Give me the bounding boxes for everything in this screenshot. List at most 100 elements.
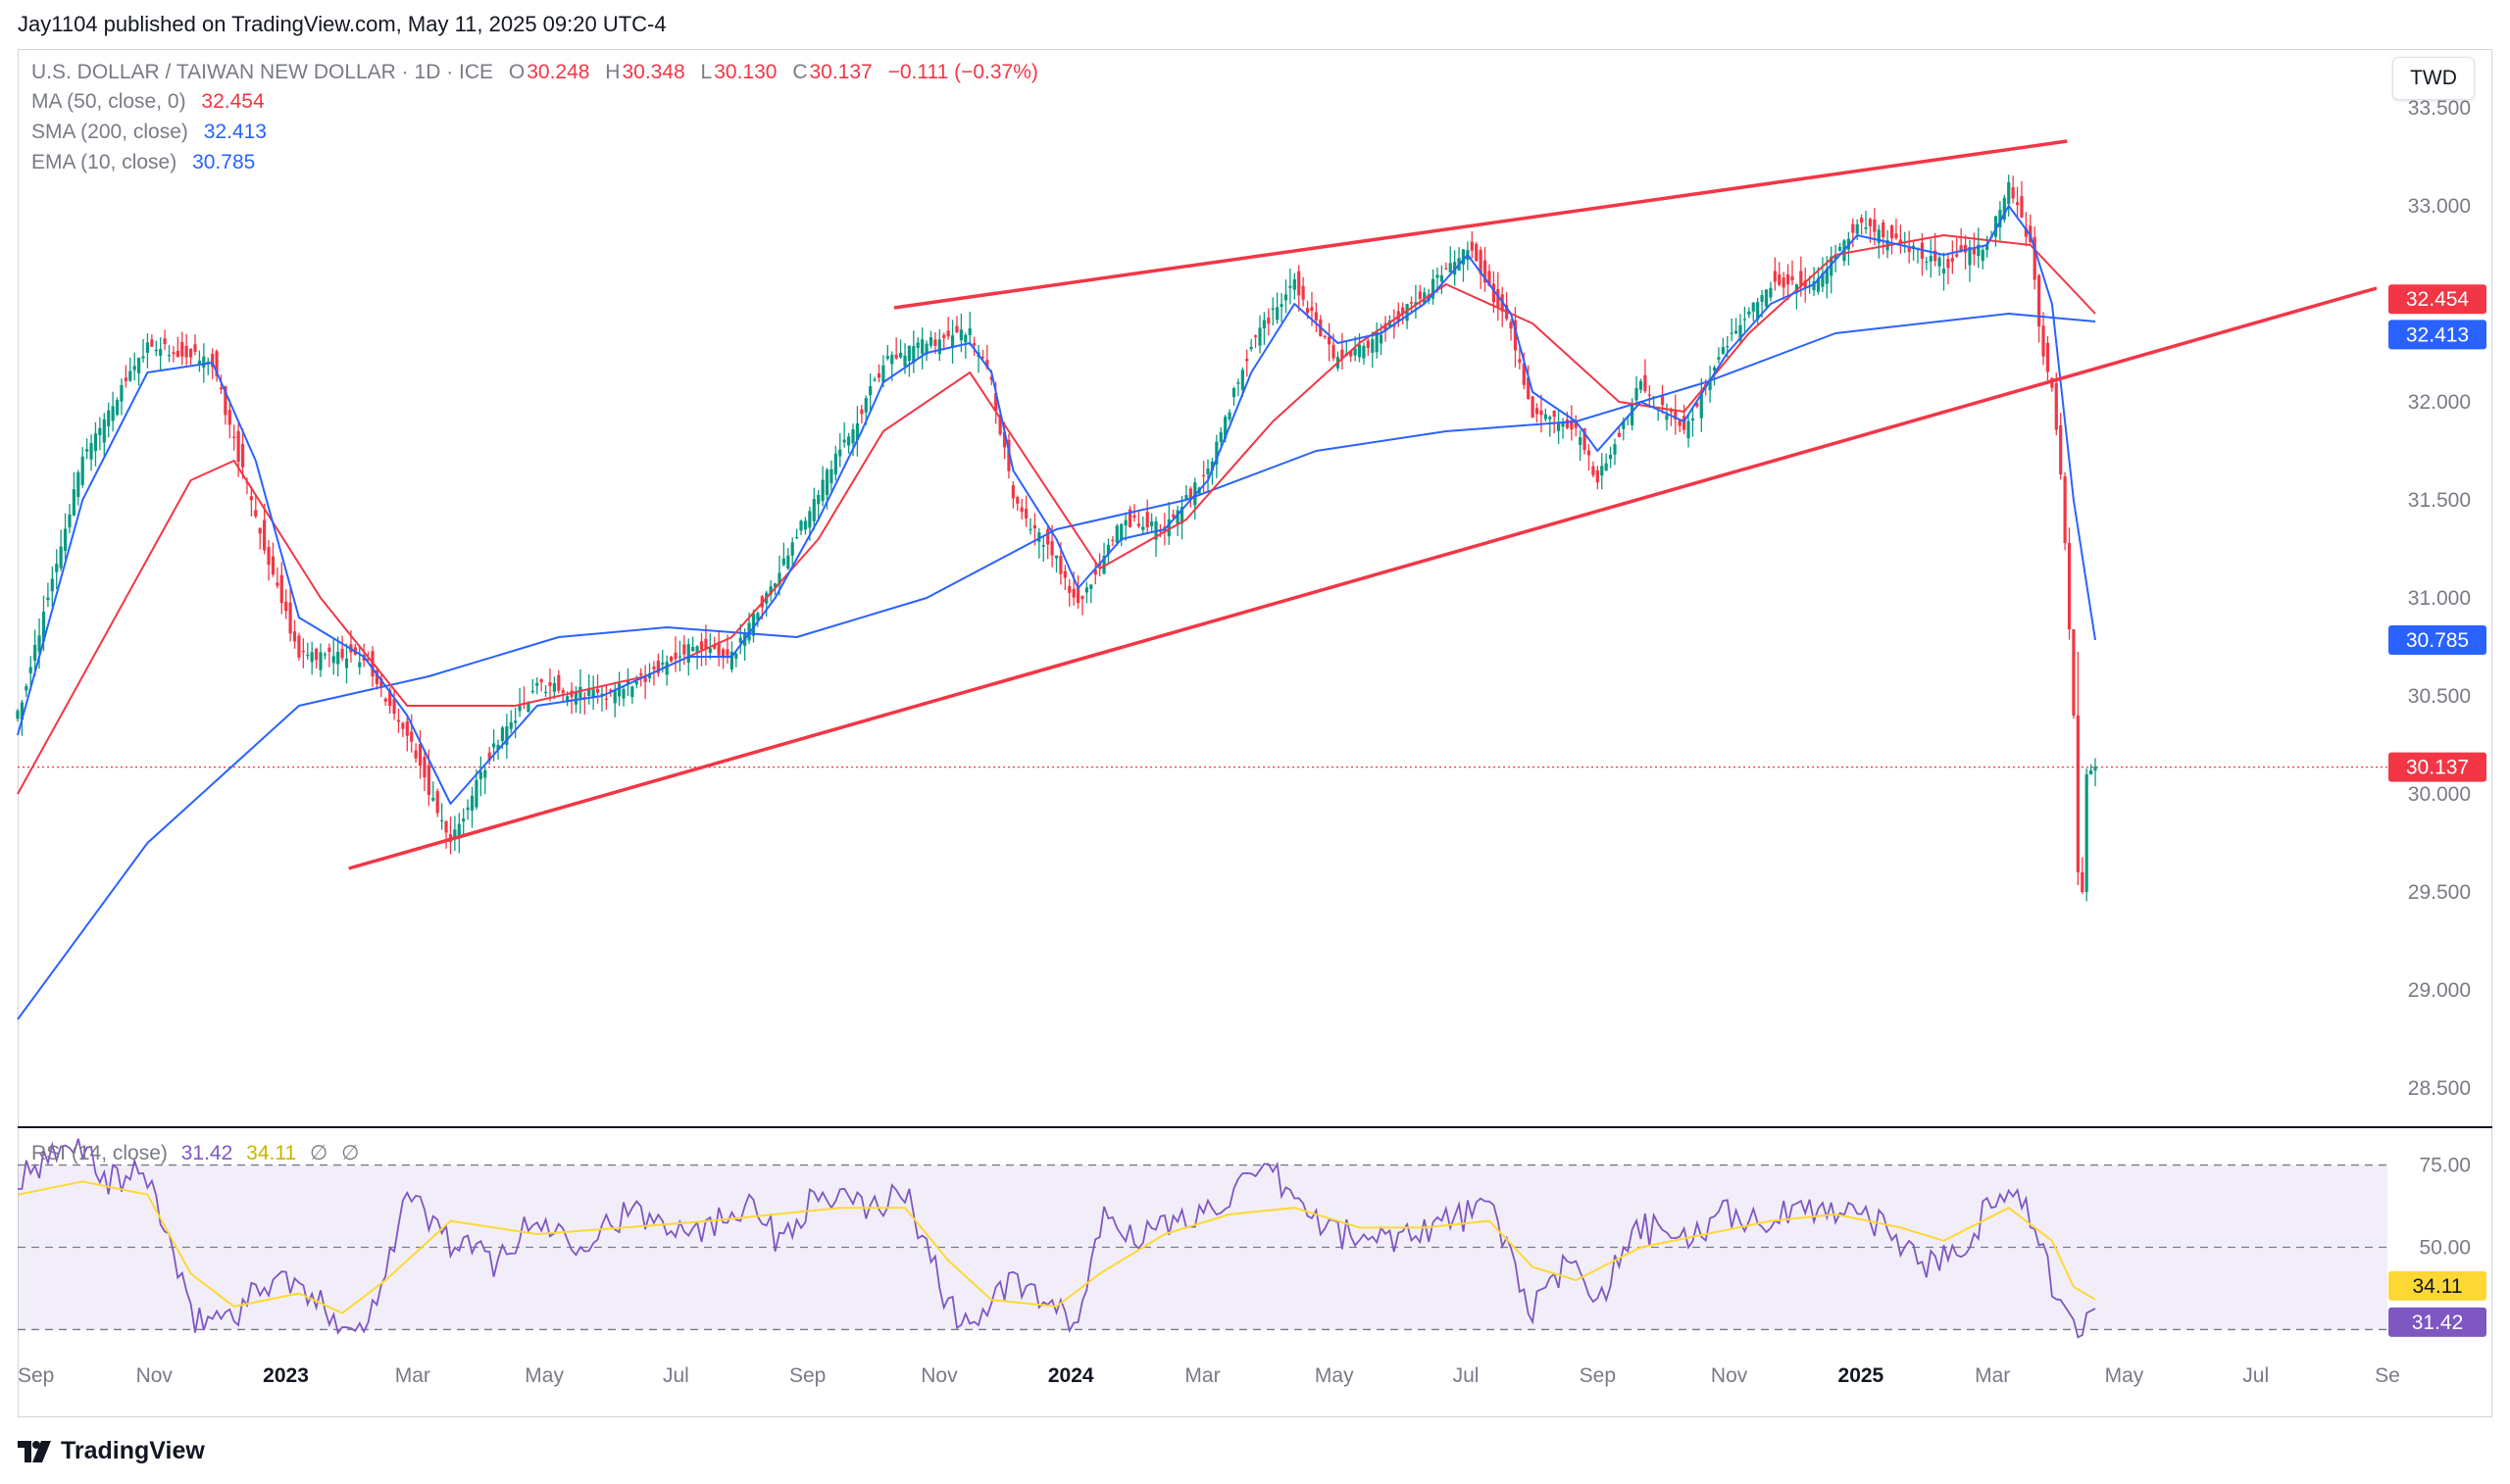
candle-body — [1215, 441, 1219, 465]
rsi-label-0: 34.11 — [2388, 1270, 2486, 1301]
candle-body — [574, 692, 578, 705]
candle — [842, 421, 846, 448]
candle-body — [72, 489, 75, 516]
candle-body — [1937, 257, 1941, 267]
candle — [1509, 319, 1513, 341]
candle-body — [968, 327, 972, 336]
candle — [977, 345, 980, 373]
rsi-label-bg — [2388, 1307, 2486, 1337]
candle-body — [1366, 340, 1370, 348]
candle-body — [773, 583, 778, 588]
candle-body — [833, 453, 837, 474]
candle — [1025, 495, 1029, 527]
candle-body — [552, 683, 557, 692]
candle — [306, 642, 310, 661]
candle — [2054, 372, 2058, 436]
candle-body — [1837, 246, 1842, 251]
candle-body — [1496, 288, 1500, 308]
candle-body — [1482, 260, 1487, 283]
ema10-value: 30.785 — [192, 151, 256, 173]
currency-button[interactable]: TWD — [2392, 57, 2475, 100]
candle — [1089, 584, 1093, 604]
candle-body — [33, 644, 37, 661]
candle-body — [1068, 585, 1072, 593]
candle — [1253, 334, 1258, 349]
candle — [829, 460, 833, 492]
price-tick-10: 33.500 — [2408, 97, 2471, 120]
candle — [414, 743, 418, 764]
candle — [410, 714, 414, 753]
candle — [1665, 403, 1669, 431]
candle-body — [28, 667, 32, 673]
candle — [1574, 415, 1578, 437]
candle — [786, 548, 790, 570]
tradingview-logo[interactable]: TradingView — [18, 1437, 205, 1465]
candle-body — [686, 644, 690, 664]
candle-body — [1830, 256, 1833, 276]
ema10-legend[interactable]: EMA (10, close) 30.785 — [31, 151, 265, 174]
candle-body — [1721, 347, 1725, 355]
candle — [2093, 758, 2097, 787]
candle-body — [618, 683, 622, 697]
candle-body — [1860, 218, 1864, 223]
candle — [885, 345, 889, 361]
candle-body — [1383, 323, 1387, 332]
candle-body — [1228, 412, 1231, 420]
candle — [1228, 409, 1231, 422]
candle-body — [1093, 569, 1097, 575]
symbol-name: U.S. DOLLAR / TAIWAN NEW DOLLAR · 1D · I… — [31, 61, 494, 83]
candle — [1418, 284, 1422, 308]
sma200-legend[interactable]: SMA (200, close) 32.413 — [31, 121, 276, 144]
candle-body — [336, 651, 340, 665]
candle-body — [1751, 302, 1755, 312]
candle — [604, 684, 608, 711]
candle-body — [1565, 420, 1570, 428]
candle-body — [561, 690, 565, 694]
candle — [1120, 522, 1124, 547]
candle — [1093, 560, 1097, 585]
candle — [1769, 281, 1773, 302]
candle — [2015, 186, 2020, 220]
candle-body — [1726, 346, 1730, 348]
candle — [1785, 264, 1790, 301]
candle — [132, 352, 136, 381]
candle-body — [634, 681, 638, 685]
candle — [1231, 386, 1236, 406]
candle-body — [518, 705, 522, 712]
candle-body — [708, 648, 712, 654]
rsi-value: 31.42 — [180, 1142, 233, 1164]
candle — [946, 317, 950, 340]
candle — [159, 337, 163, 371]
candle-body — [1608, 454, 1613, 460]
candle-body — [2024, 227, 2028, 237]
candle — [821, 466, 825, 507]
candle-body — [388, 689, 392, 707]
candle-body — [1794, 284, 1799, 293]
candle-body — [1955, 254, 1959, 257]
candle-body — [1253, 335, 1258, 337]
candle — [240, 428, 245, 479]
candle-body — [1959, 245, 1963, 252]
candle-body — [306, 654, 310, 657]
rsi-legend[interactable]: RSI (14, close) 31.42 34.11 ∅ ∅ — [31, 1141, 359, 1165]
candle — [76, 470, 80, 506]
candle — [803, 517, 808, 535]
candle-body — [964, 334, 968, 343]
candle-body — [1933, 250, 1937, 262]
candle-body — [453, 829, 457, 840]
candle — [440, 803, 444, 830]
candle — [431, 781, 435, 803]
candle — [1206, 459, 1210, 492]
candle — [518, 688, 522, 717]
candle — [405, 717, 409, 752]
candle-body — [946, 330, 950, 337]
candle — [89, 434, 93, 471]
candle — [1734, 318, 1738, 335]
candle-body — [423, 757, 427, 778]
ma50-legend[interactable]: MA (50, close, 0) 32.454 — [31, 90, 275, 114]
candle-body — [431, 797, 435, 801]
candle-body — [609, 689, 613, 691]
candle — [1778, 262, 1782, 287]
candle — [1366, 338, 1370, 357]
